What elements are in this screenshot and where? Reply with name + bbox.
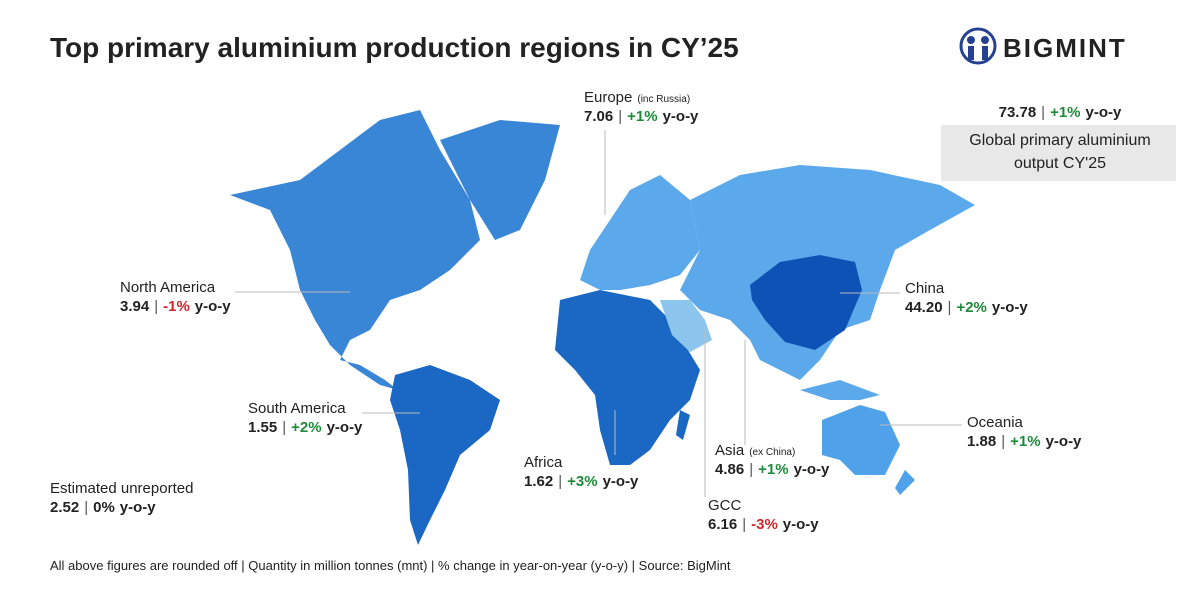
region-name: Oceania [967, 414, 1024, 431]
change: +3% [567, 473, 597, 490]
new-zealand [895, 470, 915, 495]
unit: y-o-y [1046, 433, 1082, 450]
change: 0% [93, 499, 115, 516]
separator: | [948, 299, 952, 316]
value: 44.20 [905, 299, 943, 316]
region-note: (ex China) [749, 447, 795, 458]
region-name-text: Europe [584, 89, 632, 106]
change: +1% [627, 108, 657, 125]
region-name-text: GCC [708, 497, 742, 514]
separator: | [1041, 104, 1045, 121]
logo-head [967, 36, 975, 44]
value: 6.16 [708, 516, 737, 533]
north-america [230, 110, 480, 390]
title: Top primary aluminium production regions… [50, 32, 739, 63]
value: 1.88 [967, 433, 996, 450]
logo: BIGMINT [959, 27, 1127, 65]
region-name: Africa [524, 454, 563, 471]
global-box [941, 125, 1176, 181]
unit: y-o-y [120, 499, 156, 516]
change: +1% [1010, 433, 1040, 450]
region-name-text: Estimated unreported [50, 480, 193, 497]
unit: y-o-y [783, 516, 819, 533]
separator: | [558, 473, 562, 490]
region-name-text: Oceania [967, 414, 1024, 431]
separator: | [618, 108, 622, 125]
change: -1% [163, 298, 190, 315]
region-value: 3.94 | -1% y-o-y [120, 298, 231, 315]
europe [580, 175, 700, 290]
region-value: 7.06 | +1% y-o-y [584, 108, 699, 125]
logo-body [968, 46, 974, 60]
value: 4.86 [715, 461, 744, 478]
region-name-text: North America [120, 279, 216, 296]
logo-head [981, 36, 989, 44]
region-value: 44.20 | +2% y-o-y [905, 299, 1028, 316]
australia [822, 405, 900, 475]
value: 7.06 [584, 108, 613, 125]
logo-body [982, 46, 988, 60]
separator: | [84, 499, 88, 516]
region-name: South America [248, 400, 346, 417]
change: +1% [1050, 104, 1080, 121]
value: 2.52 [50, 499, 79, 516]
south-america [390, 365, 500, 545]
madagascar [676, 410, 690, 440]
global-label: output CY'25 [1014, 155, 1106, 172]
unit: y-o-y [603, 473, 639, 490]
logo-text: BIGMINT [1003, 33, 1127, 63]
separator: | [749, 461, 753, 478]
change: +1% [758, 461, 788, 478]
region-name-text: South America [248, 400, 346, 417]
region-labels: Europe (inc Russia) 7.06 | +1% y-o-y North Ame… [50, 89, 1082, 533]
greenland [440, 120, 560, 240]
change: +2% [956, 299, 986, 316]
separator: | [282, 419, 286, 436]
region-name: Estimated unreported [50, 480, 193, 497]
separator: | [1001, 433, 1005, 450]
leader-lines [235, 130, 962, 497]
unit: y-o-y [327, 419, 363, 436]
separator: | [154, 298, 158, 315]
world-map [230, 110, 975, 545]
logo-ring [959, 27, 997, 65]
unit: y-o-y [663, 108, 699, 125]
region-value: 4.86 | +1% y-o-y [715, 461, 830, 478]
unit: y-o-y [195, 298, 231, 315]
global-value: 73.78 | +1% y-o-y [999, 104, 1122, 121]
value: 1.55 [248, 419, 277, 436]
separator: | [742, 516, 746, 533]
gcc [660, 300, 712, 352]
change: +2% [291, 419, 321, 436]
region-name: Asia (ex China) [715, 442, 795, 459]
unit: y-o-y [992, 299, 1028, 316]
region-name-text: Asia [715, 442, 745, 459]
region-name: Europe (inc Russia) [584, 89, 690, 106]
unit: y-o-y [1086, 104, 1122, 121]
value: 1.62 [524, 473, 553, 490]
region-name-text: Africa [524, 454, 563, 471]
region-name-text: China [905, 280, 945, 297]
global-label: Global primary aluminium [969, 132, 1150, 149]
southeast-asia [800, 380, 880, 400]
china [750, 255, 862, 350]
region-name: China [905, 280, 945, 297]
africa [555, 290, 700, 465]
region-note: (inc Russia) [637, 94, 690, 105]
value: 73.78 [999, 104, 1037, 121]
value: 3.94 [120, 298, 150, 315]
region-name: North America [120, 279, 216, 296]
change: -3% [751, 516, 778, 533]
region-name: GCC [708, 497, 742, 514]
region-value: 1.55 | +2% y-o-y [248, 419, 363, 436]
region-value: 1.62 | +3% y-o-y [524, 473, 639, 490]
footer-note: All above figures are rounded off | Quan… [50, 558, 731, 573]
unit: y-o-y [794, 461, 830, 478]
region-value: 6.16 | -3% y-o-y [708, 516, 819, 533]
region-value: 2.52 | 0% y-o-y [50, 499, 156, 516]
region-value: 1.88 | +1% y-o-y [967, 433, 1082, 450]
